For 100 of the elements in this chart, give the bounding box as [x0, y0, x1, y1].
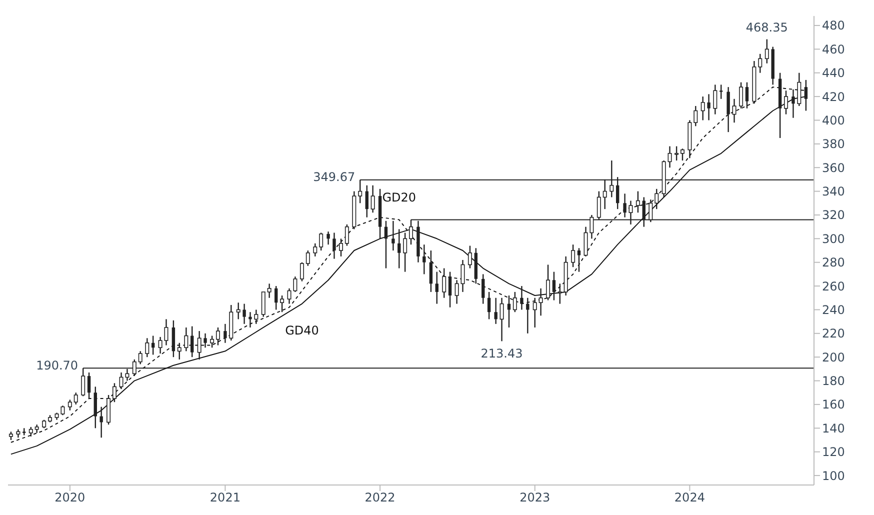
candlestick [454, 280, 459, 304]
candlestick [242, 303, 246, 325]
candlestick [442, 268, 446, 298]
candlestick [713, 84, 718, 115]
ref-line-label: 349.67 [313, 170, 356, 184]
y-tick-label: 260 [822, 279, 845, 294]
candlestick [68, 399, 72, 411]
candlestick [100, 406, 103, 438]
y-tick-label: 160 [822, 398, 845, 412]
y-tick-label: 300 [822, 232, 845, 246]
candlestick [797, 72, 802, 107]
x-tick-label: 2023 [520, 490, 550, 505]
candlestick [365, 184, 368, 218]
candlestick [145, 338, 150, 358]
candlestick [512, 291, 517, 313]
x-tick-label: 2022 [364, 490, 396, 505]
annotation: 213.43 [480, 346, 523, 361]
candlestick [792, 88, 795, 118]
candlestick [197, 330, 202, 360]
y-tick-label: 100 [822, 468, 845, 483]
candlestick [429, 250, 433, 293]
candlestick [248, 311, 252, 328]
candlestick [177, 342, 182, 360]
candlestick [384, 220, 388, 269]
annotation: 468.35 [746, 20, 788, 34]
candlestick [680, 148, 684, 162]
candlestick [500, 297, 504, 342]
candlestick [280, 294, 284, 313]
candlestick [435, 271, 438, 304]
candlestick [558, 283, 562, 304]
candlestick [726, 86, 730, 133]
candlestick [460, 259, 465, 293]
candlestick [654, 188, 659, 210]
candlestick [532, 297, 537, 328]
y-tick-label: 180 [822, 374, 845, 388]
candlestick [261, 291, 266, 318]
candlestick [552, 271, 556, 301]
candlestick [739, 82, 744, 109]
candlestick [422, 244, 426, 275]
candlestick [332, 232, 336, 260]
y-tick-label: 320 [822, 208, 845, 222]
candlestick [184, 326, 188, 352]
x-tick-label: 2021 [210, 490, 240, 505]
candlestick [520, 285, 524, 310]
y-tick-label: 140 [822, 421, 845, 436]
candlestick [172, 320, 176, 358]
y-tick-label: 120 [822, 445, 845, 460]
candlestick [482, 274, 485, 304]
candlestick [236, 302, 240, 320]
y-tick-label: 340 [822, 184, 845, 199]
candlestick [804, 79, 808, 112]
y-tick-label: 460 [822, 42, 845, 56]
y-tick-label: 280 [822, 256, 845, 270]
candlestick [758, 53, 762, 74]
candlestick [784, 90, 788, 115]
candlestick [319, 232, 324, 252]
y-tick-label: 240 [822, 302, 845, 317]
candlestick [210, 335, 214, 348]
candlestick [674, 146, 679, 162]
candlestick [571, 244, 576, 268]
candlestick [87, 372, 91, 400]
candlestick [344, 224, 349, 246]
candlestick [764, 38, 769, 64]
y-tick-label: 200 [822, 350, 845, 364]
candlestick [326, 230, 330, 246]
series-label: GD40 [285, 323, 319, 338]
candlestick [313, 242, 318, 258]
x-tick-label: 2020 [54, 490, 86, 505]
candlestick [700, 96, 705, 121]
candlestick [468, 245, 472, 269]
candlestick [636, 190, 640, 214]
candlestick [494, 297, 498, 325]
y-tick-label: 440 [822, 66, 845, 80]
y-tick-label: 420 [822, 90, 845, 104]
candlestick [526, 297, 530, 334]
candlestick [538, 288, 543, 316]
candlestick [94, 386, 97, 429]
candlestick [216, 326, 220, 346]
candlestick [707, 94, 710, 121]
candlestick [720, 84, 723, 100]
candlestick [403, 232, 408, 272]
candlestick [274, 285, 278, 310]
y-tick-label: 380 [822, 137, 845, 152]
candlestick [732, 98, 736, 124]
candlestick [300, 262, 304, 282]
candlestick [487, 291, 491, 320]
candlestick [745, 82, 749, 109]
candlestick [694, 105, 698, 127]
y-tick-label: 220 [822, 326, 845, 341]
series-label: GD20 [382, 190, 416, 205]
candlestick [339, 238, 344, 258]
y-tick-label: 480 [822, 18, 845, 33]
candlestick [204, 332, 207, 348]
candlestick [74, 392, 78, 406]
candlestick [138, 350, 142, 365]
y-tick-label: 400 [822, 113, 845, 128]
candlestick [28, 426, 33, 438]
x-tick-label: 2024 [674, 490, 705, 505]
candlestick [106, 394, 111, 426]
candlestick [254, 309, 258, 325]
